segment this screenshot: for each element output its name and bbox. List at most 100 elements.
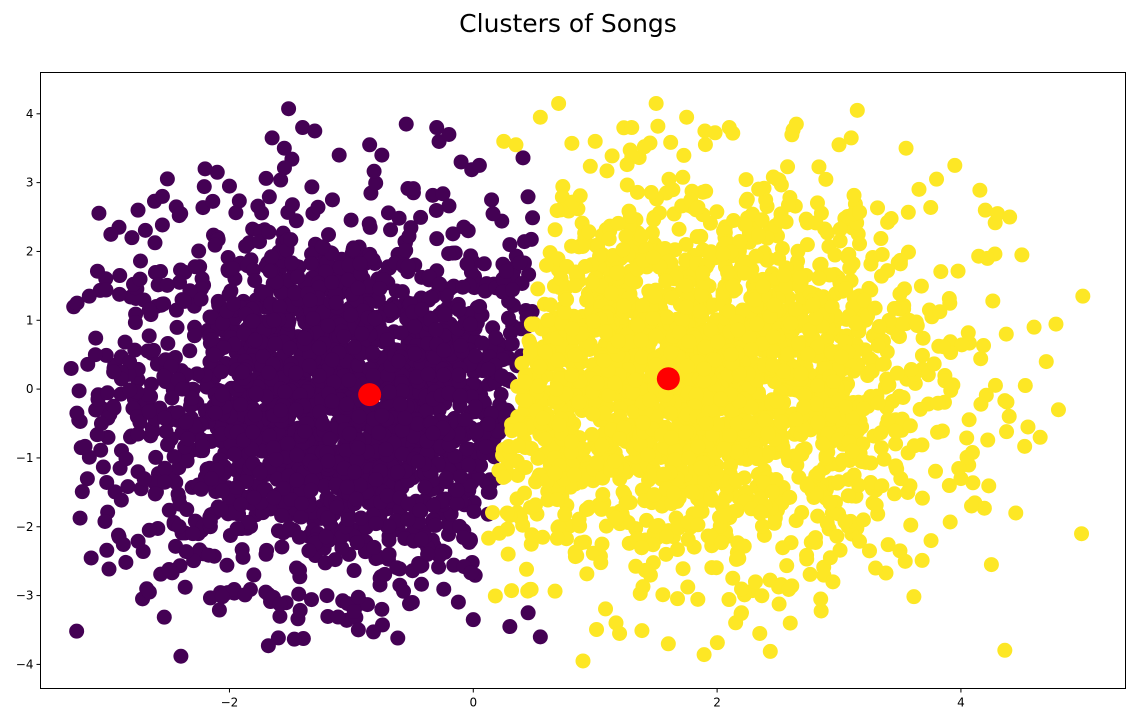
scatter-point <box>831 137 847 153</box>
scatter-point <box>204 309 220 325</box>
scatter-point <box>594 437 610 453</box>
scatter-point <box>833 349 849 365</box>
scatter-point <box>500 310 516 326</box>
scatter-point <box>932 304 948 320</box>
scatter-point <box>252 465 268 481</box>
scatter-point <box>676 147 692 163</box>
scatter-point <box>681 333 697 349</box>
scatter-point <box>485 206 501 222</box>
scatter-point <box>98 347 114 363</box>
scatter-point <box>508 137 524 153</box>
scatter-point <box>456 530 472 546</box>
scatter-point <box>844 410 860 426</box>
scatter-point <box>802 566 818 582</box>
scatter-point <box>156 296 172 312</box>
scatter-point <box>320 510 336 526</box>
scatter-point <box>115 536 131 552</box>
scatter-point <box>113 492 129 508</box>
scatter-point <box>551 95 567 111</box>
scatter-point <box>579 566 595 582</box>
scatter-point <box>842 260 858 276</box>
scatter-point <box>379 488 395 504</box>
scatter-point <box>311 340 327 356</box>
series-1 <box>481 95 1091 669</box>
scatter-point <box>550 352 566 368</box>
scatter-point <box>196 179 212 195</box>
scatter-point <box>141 302 157 318</box>
scatter-point <box>575 238 591 254</box>
scatter-point <box>876 451 892 467</box>
scatter-point <box>564 321 580 337</box>
scatter-point <box>225 260 241 276</box>
scatter-point <box>429 120 445 136</box>
scatter-point <box>584 427 600 443</box>
scatter-point <box>1050 402 1066 418</box>
scatter-point <box>164 390 180 406</box>
scatter-point <box>825 574 841 590</box>
scatter-point <box>467 399 483 415</box>
scatter-point <box>704 560 720 576</box>
scatter-point <box>410 416 426 432</box>
scatter-point <box>599 163 615 179</box>
scatter-point <box>790 447 806 463</box>
scatter-point <box>122 382 138 398</box>
scatter-point <box>261 224 277 240</box>
scatter-point <box>540 312 556 328</box>
scatter-point <box>484 192 500 208</box>
scatter-point <box>598 518 614 534</box>
scatter-point <box>329 499 345 515</box>
scatter-point <box>467 348 483 364</box>
scatter-point <box>530 378 546 394</box>
scatter-point <box>730 322 746 338</box>
scatter-point <box>147 235 163 251</box>
scatter-point <box>776 267 792 283</box>
scatter-point <box>811 270 827 286</box>
scatter-point <box>852 236 868 252</box>
scatter-point <box>266 312 282 328</box>
scatter-point <box>997 393 1013 409</box>
scatter-point <box>236 326 252 342</box>
scatter-point <box>731 366 747 382</box>
scatter-point <box>643 185 659 201</box>
scatter-point <box>622 334 638 350</box>
scatter-point <box>696 373 712 389</box>
scatter-point <box>647 289 663 305</box>
scatter-point <box>381 546 397 562</box>
scatter-point <box>580 501 596 517</box>
scatter-point <box>841 246 857 262</box>
scatter-point <box>998 326 1014 342</box>
scatter-point <box>703 322 719 338</box>
scatter-point <box>722 428 738 444</box>
scatter-point <box>193 291 209 307</box>
scatter-point <box>985 293 1001 309</box>
scatter-point <box>796 388 812 404</box>
scatter-point <box>316 478 332 494</box>
scatter-point <box>678 299 694 315</box>
scatter-point <box>870 338 886 354</box>
scatter-point <box>273 172 289 188</box>
scatter-point <box>141 404 157 420</box>
scatter-point <box>341 372 357 388</box>
scatter-point <box>778 279 794 295</box>
scatter-point <box>788 411 804 427</box>
scatter-point <box>161 561 177 577</box>
scatter-point <box>95 459 111 475</box>
scatter-point <box>807 530 823 546</box>
scatter-point <box>619 157 635 173</box>
scatter-point <box>906 589 922 605</box>
scatter-point <box>280 436 296 452</box>
scatter-point <box>642 567 658 583</box>
scatter-point <box>734 581 750 597</box>
scatter-point <box>500 546 516 562</box>
scatter-point <box>530 281 546 297</box>
scatter-point <box>517 485 533 501</box>
scatter-point <box>132 253 148 269</box>
scatter-point <box>252 234 268 250</box>
scatter-point <box>91 205 107 221</box>
scatter-point <box>875 356 891 372</box>
scatter-point <box>346 563 362 579</box>
scatter-point <box>156 368 172 384</box>
scatter-point <box>440 385 456 401</box>
